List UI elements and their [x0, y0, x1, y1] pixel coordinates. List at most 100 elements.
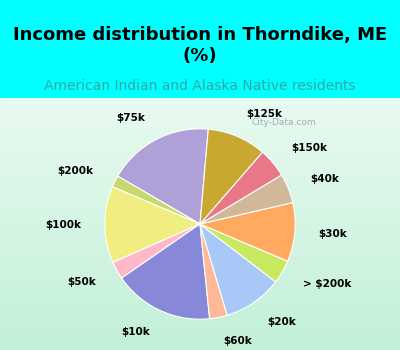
Bar	[0, 337, 400, 340]
Bar	[0, 310, 400, 312]
Bar	[0, 335, 400, 337]
Text: > $200k: > $200k	[303, 279, 351, 289]
Bar	[0, 307, 400, 310]
Text: $100k: $100k	[45, 220, 81, 230]
Bar	[0, 199, 400, 201]
Bar	[0, 270, 400, 272]
Bar	[0, 232, 400, 234]
Bar	[0, 126, 400, 128]
Wedge shape	[200, 203, 295, 261]
Bar	[0, 297, 400, 300]
Bar	[0, 325, 400, 327]
Bar	[0, 204, 400, 206]
Bar	[0, 304, 400, 307]
Bar	[0, 234, 400, 237]
Bar	[0, 320, 400, 322]
Bar	[0, 138, 400, 141]
Bar	[0, 277, 400, 279]
Bar	[0, 327, 400, 330]
Bar	[0, 342, 400, 345]
Text: $75k: $75k	[116, 113, 145, 123]
Bar	[0, 287, 400, 289]
Bar	[0, 153, 400, 156]
Text: $20k: $20k	[268, 317, 296, 327]
Bar	[0, 219, 400, 222]
Bar	[0, 163, 400, 166]
Bar	[0, 216, 400, 219]
Bar	[0, 239, 400, 241]
Bar	[0, 274, 400, 277]
Bar	[0, 144, 400, 146]
Bar	[0, 121, 400, 123]
Bar	[0, 98, 400, 100]
Text: $30k: $30k	[318, 229, 347, 239]
Bar	[0, 169, 400, 171]
Bar	[0, 282, 400, 285]
Bar	[0, 330, 400, 332]
Wedge shape	[200, 224, 288, 282]
Bar	[0, 224, 400, 226]
Bar	[0, 262, 400, 264]
Bar	[0, 131, 400, 133]
Bar	[0, 178, 400, 181]
Bar	[0, 312, 400, 315]
Bar	[0, 201, 400, 204]
Bar	[0, 196, 400, 199]
Bar	[0, 146, 400, 148]
Bar	[0, 252, 400, 254]
Text: Income distribution in Thorndike, ME
(%): Income distribution in Thorndike, ME (%)	[13, 26, 387, 65]
Bar	[0, 113, 400, 116]
Bar	[0, 244, 400, 247]
Bar	[0, 214, 400, 216]
Wedge shape	[113, 224, 200, 278]
Wedge shape	[112, 176, 200, 224]
Text: $50k: $50k	[67, 277, 96, 287]
Bar	[0, 118, 400, 121]
Wedge shape	[118, 129, 208, 224]
Text: City-Data.com: City-Data.com	[252, 118, 317, 127]
Wedge shape	[105, 187, 200, 262]
Bar	[0, 189, 400, 191]
Bar	[0, 348, 400, 350]
Bar	[0, 267, 400, 270]
Bar	[0, 108, 400, 111]
Bar	[0, 322, 400, 325]
Bar	[0, 148, 400, 151]
Bar	[0, 257, 400, 259]
Bar	[0, 295, 400, 297]
Bar	[0, 151, 400, 153]
Bar	[0, 141, 400, 144]
Bar	[0, 111, 400, 113]
Bar	[0, 100, 400, 103]
Bar	[0, 229, 400, 232]
Bar	[0, 317, 400, 320]
Bar	[0, 106, 400, 108]
Bar	[0, 272, 400, 274]
Bar	[0, 181, 400, 184]
Bar	[0, 241, 400, 244]
Bar	[0, 300, 400, 302]
Wedge shape	[200, 152, 282, 224]
Bar	[0, 191, 400, 194]
Bar	[0, 292, 400, 295]
Bar	[0, 247, 400, 249]
Bar	[0, 161, 400, 163]
Bar	[0, 186, 400, 189]
Bar	[0, 156, 400, 159]
Bar	[0, 211, 400, 214]
Bar	[0, 136, 400, 138]
Bar	[0, 209, 400, 211]
Wedge shape	[122, 224, 210, 319]
Wedge shape	[200, 175, 293, 224]
Bar	[0, 332, 400, 335]
Text: $40k: $40k	[310, 174, 339, 184]
Text: $10k: $10k	[121, 327, 150, 337]
Wedge shape	[200, 224, 227, 319]
Bar	[0, 184, 400, 186]
Bar	[0, 226, 400, 229]
Bar	[0, 159, 400, 161]
Bar	[0, 174, 400, 176]
Bar	[0, 103, 400, 106]
Text: American Indian and Alaska Native residents: American Indian and Alaska Native reside…	[44, 79, 356, 93]
Bar	[0, 128, 400, 131]
